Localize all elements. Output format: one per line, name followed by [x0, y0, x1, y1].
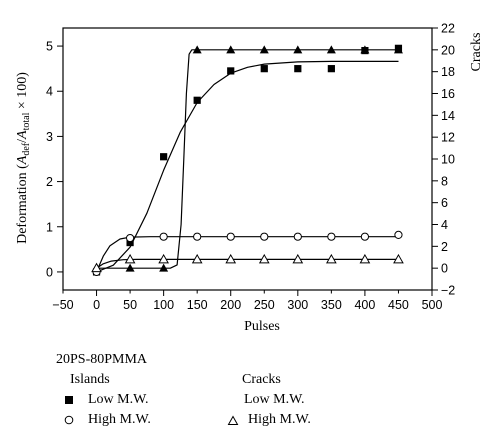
legend-heading: 20PS-80PMMA: [56, 352, 148, 367]
data-point-low-mw-islands: [327, 65, 335, 73]
filled-square-icon: [58, 395, 80, 405]
right-y-tick-label: −2: [441, 284, 455, 298]
data-point-high-mw-cracks: [225, 253, 237, 264]
right-y-tick-label: 22: [441, 22, 455, 36]
right-y-tick-label: 14: [441, 109, 455, 123]
left-y-tick-label: 5: [46, 40, 53, 54]
data-point-high-mw-islands: [293, 232, 302, 241]
data-point-high-mw-cracks: [326, 253, 337, 264]
data-point-low-mw-cracks: [293, 45, 303, 54]
right-y-tick-label: 8: [441, 174, 448, 188]
data-point-low-mw-islands: [260, 65, 268, 73]
fit-line-series-1: [96, 60, 399, 273]
right-y-tick-label: 6: [441, 196, 448, 210]
data-point-low-mw-cracks: [125, 263, 135, 272]
legend-item-islands-low: Low M.W.: [56, 390, 151, 410]
left-y-tick-label: 4: [46, 85, 53, 99]
x-tick-label: 400: [354, 298, 375, 312]
data-point-high-mw-islands: [327, 232, 336, 241]
data-point-low-mw-islands: [160, 153, 168, 161]
legend-group-cracks: Cracks: [242, 372, 281, 387]
legend-group-islands: Islands: [70, 372, 110, 387]
data-point-high-mw-islands: [226, 232, 235, 241]
right-y-tick-label: 2: [441, 240, 448, 254]
data-point-low-mw-cracks: [393, 45, 403, 54]
data-point-high-mw-islands: [193, 232, 202, 241]
fit-curves: [95, 49, 399, 273]
data-point-high-mw-cracks: [124, 253, 136, 264]
data-point-high-mw-cracks: [292, 253, 304, 264]
data-point-high-mw-cracks: [359, 253, 371, 264]
x-tick-label: 200: [220, 298, 241, 312]
right-y-tick-label: 4: [441, 218, 448, 232]
legend-item-islands-high: High M.W.: [56, 410, 151, 430]
data-point-low-mw-islands: [193, 96, 201, 104]
x-tick-label: 350: [321, 298, 342, 312]
left-y-tick-label: 0: [46, 265, 53, 279]
fit-line-series-3: [96, 49, 399, 269]
left-y-tick-label: 2: [46, 175, 53, 189]
data-point-low-mw-cracks: [226, 45, 236, 54]
data-point-high-mw-islands: [394, 230, 403, 239]
data-point-high-mw-islands: [125, 233, 135, 243]
open-triangle-icon: [222, 414, 244, 426]
open-circle-icon: [58, 415, 80, 425]
data-point-high-mw-cracks: [393, 253, 404, 264]
right-y-tick-label: 12: [441, 131, 455, 145]
x-tick-label: 0: [93, 298, 100, 312]
x-tick-label: 150: [187, 298, 208, 312]
data-point-high-mw-islands: [260, 232, 269, 241]
right-y-tick-label: 0: [441, 262, 448, 276]
data-point-high-mw-cracks: [158, 253, 169, 264]
data-point-high-mw-cracks: [91, 262, 102, 273]
data-point-low-mw-cracks: [360, 45, 370, 54]
fit-line-series-4: [96, 258, 399, 269]
fit-line-series-2: [95, 236, 399, 273]
axis-ticks: 0 100 200 300 400 500−50 50 150 250 350 450012345−…: [46, 22, 455, 313]
left-y-tick-label: 1: [46, 220, 53, 234]
data-point-low-mw-islands: [126, 238, 134, 247]
right-y-tick-label: 10: [441, 153, 455, 167]
data-point-low-mw-cracks: [326, 45, 336, 54]
left-y-tick-label: 3: [46, 130, 53, 144]
x-tick-label: 50: [123, 298, 137, 312]
x-tick-label: 300: [287, 298, 308, 312]
right-axis-title: Cracks: [469, 33, 484, 72]
data-point-high-mw-cracks: [258, 253, 270, 264]
x-tick-label: −50: [52, 298, 73, 312]
left-axis-title: Deformation (Adef/Atotal × 100): [15, 72, 32, 244]
right-y-tick-label: 20: [441, 43, 455, 57]
legend-right: Cracks Low M.W. High M.W.: [222, 370, 311, 430]
data-point-high-mw-cracks: [191, 253, 203, 264]
data-markers: [91, 44, 404, 277]
data-point-low-mw-cracks: [259, 45, 269, 54]
data-point-low-mw-islands: [294, 65, 302, 73]
data-point-low-mw-cracks: [192, 45, 202, 54]
x-tick-label: 500: [422, 298, 443, 312]
data-point-high-mw-islands: [159, 232, 168, 241]
x-tick-label: 250: [254, 298, 275, 312]
x-axis-title: Pulses: [244, 319, 280, 334]
data-point-low-mw-islands: [227, 67, 235, 75]
x-tick-label: 100: [153, 298, 174, 312]
right-y-tick-label: 18: [441, 65, 455, 79]
right-y-tick-label: 16: [441, 87, 455, 101]
legend-left: 20PS-80PMMA Islands Low M.W. High M.W.: [56, 350, 151, 430]
legend-item-cracks-high: High M.W.: [222, 410, 311, 430]
data-point-high-mw-islands: [360, 232, 370, 241]
legend-item-cracks-low: Low M.W.: [244, 392, 305, 407]
data-point-low-mw-cracks: [159, 263, 169, 272]
x-tick-label: 450: [388, 298, 409, 312]
